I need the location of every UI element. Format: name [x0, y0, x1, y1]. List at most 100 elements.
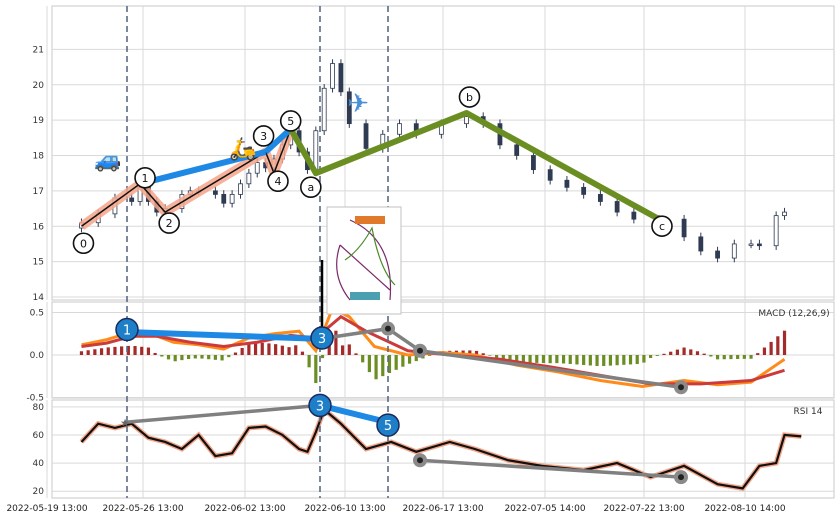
thumbnail-curve — [336, 219, 392, 301]
macd-wave-label: 3 — [318, 332, 326, 347]
divergence-node-dot — [417, 347, 423, 354]
macd-histogram-bar — [280, 345, 284, 355]
price-y-tick-label: 16 — [33, 222, 45, 232]
macd-histogram-bar — [274, 344, 278, 355]
thumbnail-stripe — [350, 292, 380, 300]
divergence-node-dot — [417, 457, 423, 464]
macd-histogram-bar — [93, 349, 97, 355]
price-y-tick-label: 18 — [33, 152, 45, 162]
macd-histogram-bar — [488, 355, 492, 356]
price-y-tick-label: 17 — [33, 187, 44, 197]
macd-histogram-bar — [655, 355, 659, 356]
macd-histogram-bar — [166, 355, 171, 360]
macd-histogram-bar — [320, 355, 325, 359]
macd-histogram-bar — [106, 347, 110, 355]
candle-body — [581, 186, 587, 195]
candle-body — [757, 243, 762, 247]
macd-histogram-bar — [762, 347, 767, 355]
macd-histogram-bar — [207, 355, 211, 360]
macd-histogram-bar — [260, 342, 264, 355]
macd-y-tick-label: -0.5 — [26, 394, 44, 404]
candle-body — [129, 197, 135, 202]
macd-wave-trendline — [126, 329, 321, 342]
macd-histogram-bar — [240, 347, 244, 355]
wave-label: 5 — [287, 115, 294, 128]
macd-histogram-bar — [622, 355, 626, 365]
x-tick-label: 2022-06-10 13:00 — [304, 504, 385, 514]
macd-histogram-bar — [180, 355, 184, 361]
candle-body — [338, 63, 344, 93]
macd-histogram-bar — [414, 355, 418, 362]
wave-correction-line — [288, 110, 661, 222]
x-tick-label: 2022-08-10 14:00 — [704, 504, 785, 514]
macd-histogram-bar — [334, 330, 338, 355]
wave-label: 4 — [274, 175, 281, 188]
divergence-node-dot — [678, 474, 684, 481]
candle-body — [748, 243, 754, 246]
macd-histogram-bar — [99, 348, 104, 355]
wave-trendline-3-5 — [263, 126, 293, 155]
macd-histogram-bar — [354, 353, 358, 355]
macd-histogram-bar — [695, 351, 700, 355]
macd-histogram-bar — [79, 351, 84, 355]
thumbnail-stripe — [355, 216, 385, 224]
macd-histogram-bar — [160, 355, 164, 357]
wave-label: 0 — [80, 237, 87, 250]
wave-label-circle — [134, 167, 156, 189]
macd-histogram-bar — [468, 350, 472, 355]
macd-histogram-bar — [394, 355, 398, 370]
macd-histogram-bar — [267, 343, 271, 355]
macd-histogram-bar — [133, 346, 137, 355]
macd-histogram-bar — [401, 355, 405, 367]
rsi-trendline — [124, 403, 321, 425]
candle-body — [773, 215, 779, 247]
candle-body — [313, 130, 319, 171]
candle-body — [321, 87, 327, 132]
macd-histogram-bar — [300, 351, 305, 355]
airplane-icon: ✈ — [347, 89, 369, 119]
macd-histogram-bar — [247, 343, 251, 355]
macd-histogram-bar — [642, 355, 646, 363]
macd-histogram-bar — [528, 355, 532, 363]
divergence-node-dot — [385, 325, 391, 332]
divergence-node-dot — [678, 384, 684, 391]
wave-overlay: 0 1 2 3 4 5 a b c 🚙 🛵 ✈ 1 3 ★ 3 5 — [72, 6, 688, 498]
candle-body — [597, 194, 603, 202]
macd-histogram-bar — [495, 355, 499, 358]
candle-body — [564, 179, 570, 188]
rsi-wave-label: 3 — [316, 399, 324, 414]
rsi-star-marker: ★ — [120, 416, 130, 429]
macd-histogram-bar — [220, 355, 224, 361]
macd-histogram-bar — [615, 355, 619, 366]
rsi-y-tick-label: 60 — [33, 431, 45, 441]
macd-histogram-bar — [227, 355, 231, 358]
candle-body — [397, 123, 402, 135]
macd-histogram-bar — [341, 345, 345, 355]
wave-label-circle — [651, 215, 673, 237]
macd-histogram-bar — [407, 355, 412, 364]
candle-body — [363, 123, 369, 149]
wave-label: a — [307, 181, 314, 194]
macd-wave-label-circle — [310, 326, 334, 350]
wave-label-circle — [72, 232, 95, 255]
macd-histogram-bar — [555, 355, 559, 364]
macd-histogram-bar — [374, 355, 378, 380]
candle-body — [246, 172, 252, 185]
wave-trendline-1-3 — [139, 149, 267, 187]
macd-histogram-bar — [548, 355, 552, 364]
macd-histogram-bar — [120, 346, 124, 355]
macd-histogram-bar — [662, 353, 666, 355]
candle-body — [229, 194, 235, 204]
macd-histogram-bar — [474, 350, 479, 355]
macd-histogram-bar — [709, 355, 713, 357]
macd-histogram-bar — [253, 342, 258, 355]
candle-body — [464, 116, 469, 125]
macd-panel — [79, 306, 787, 388]
thumbnail-curve — [344, 226, 396, 286]
macd-histogram-bar — [722, 355, 726, 360]
macd-histogram-bar — [715, 355, 720, 360]
candle-body — [346, 91, 352, 125]
macd-histogram-bar — [649, 355, 653, 358]
macd-histogram-bar — [173, 355, 177, 362]
